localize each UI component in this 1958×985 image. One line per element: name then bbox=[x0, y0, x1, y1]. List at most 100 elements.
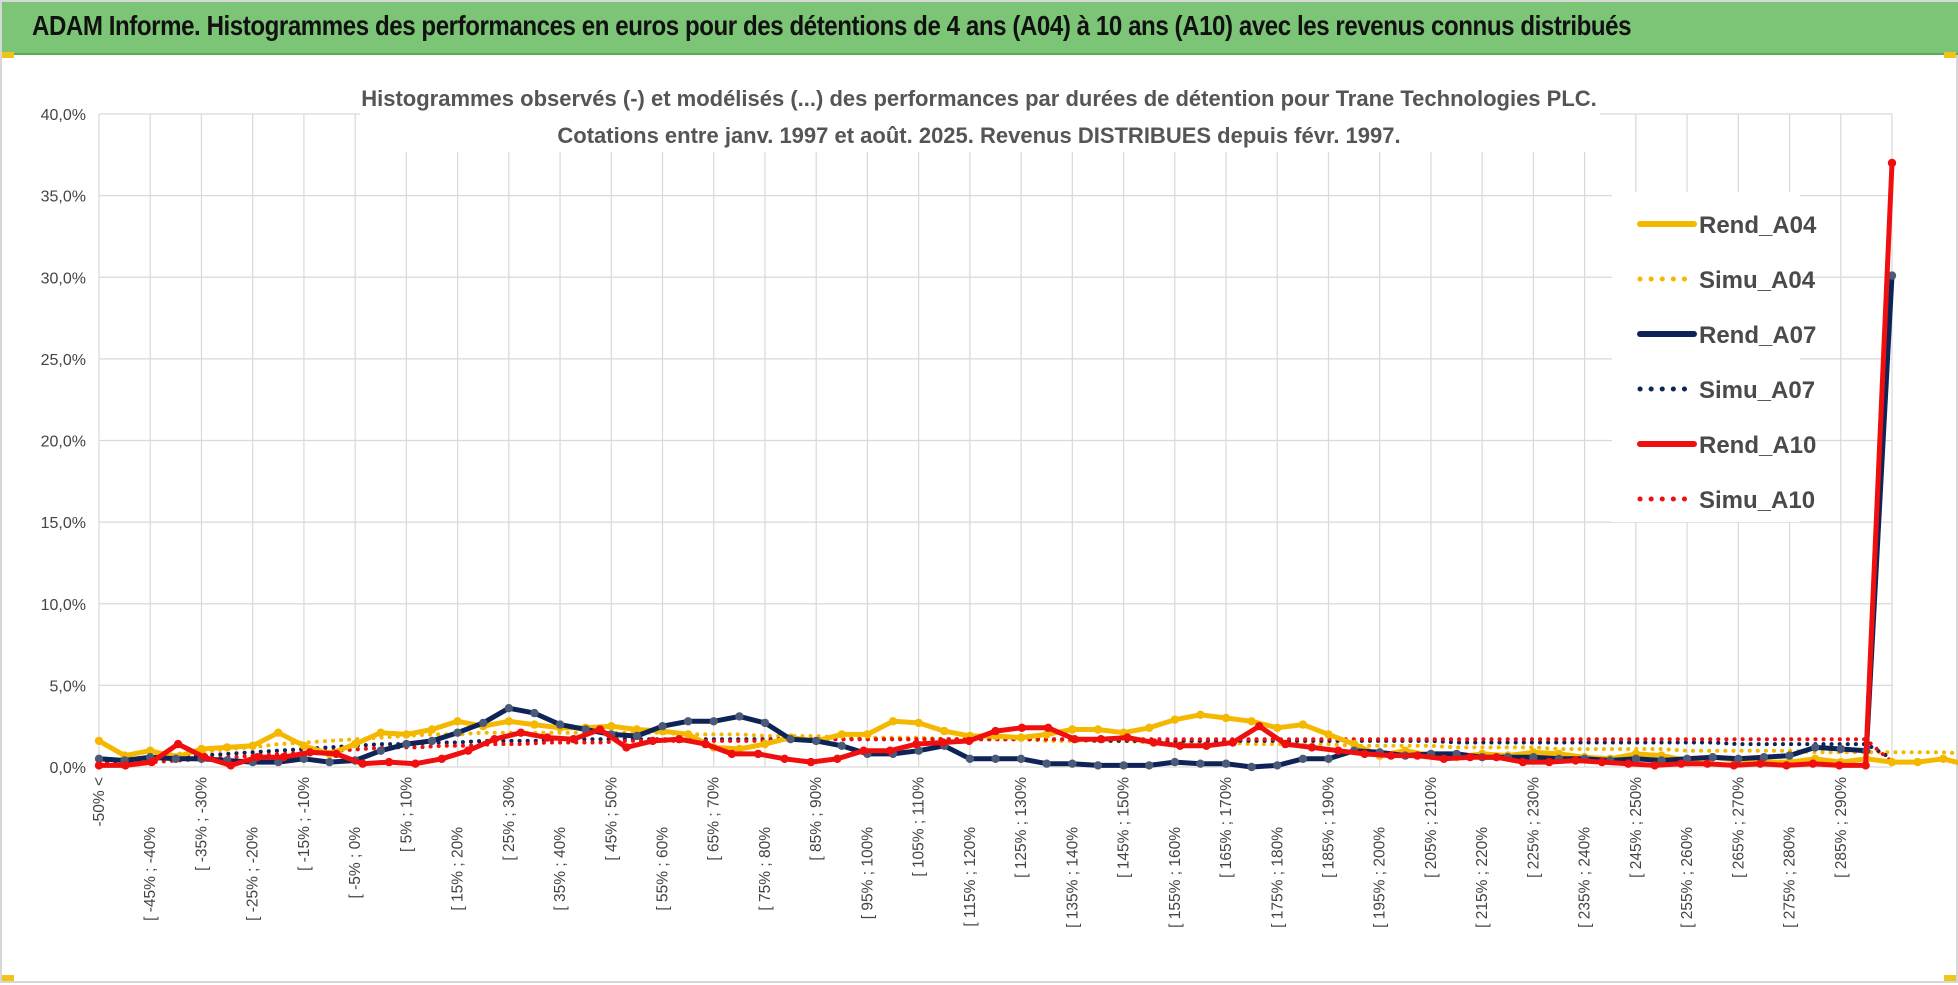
data-point bbox=[274, 757, 283, 767]
data-point bbox=[1170, 715, 1180, 724]
x-tick-label: [ 95% ; 100% bbox=[859, 827, 876, 919]
data-point bbox=[222, 743, 232, 752]
x-tick-label: [ 75% ; 80% bbox=[757, 827, 774, 911]
data-point bbox=[1281, 739, 1290, 749]
legend-label: Rend_A07 bbox=[1699, 322, 1816, 349]
data-point bbox=[1650, 761, 1659, 770]
data-point bbox=[595, 725, 605, 734]
data-point bbox=[147, 757, 156, 767]
y-tick-label: 20,0% bbox=[41, 434, 86, 451]
data-point bbox=[490, 735, 499, 744]
series-line-simu-a04 bbox=[97, 730, 1958, 763]
data-point bbox=[569, 735, 578, 744]
data-point bbox=[632, 725, 642, 734]
data-point bbox=[1273, 761, 1282, 770]
data-point bbox=[1123, 733, 1132, 742]
data-point bbox=[1247, 762, 1256, 772]
data-point bbox=[683, 730, 693, 739]
data-point bbox=[1170, 757, 1180, 767]
y-tick-label: 40,0% bbox=[41, 107, 86, 124]
data-point bbox=[940, 726, 949, 736]
data-point bbox=[1439, 754, 1449, 763]
data-point bbox=[1255, 722, 1264, 731]
data-point bbox=[914, 746, 923, 755]
data-point bbox=[530, 708, 539, 718]
data-point bbox=[94, 736, 104, 746]
data-point bbox=[1631, 754, 1641, 763]
corner-accent bbox=[1944, 975, 1956, 981]
data-point bbox=[863, 730, 872, 739]
x-tick-label: [ 125% ; 130% bbox=[1013, 777, 1030, 878]
data-point bbox=[1119, 761, 1128, 770]
data-point bbox=[94, 754, 104, 763]
data-point bbox=[760, 739, 770, 749]
data-point bbox=[171, 754, 180, 763]
data-point bbox=[837, 730, 846, 739]
data-point bbox=[1887, 757, 1897, 767]
x-tick-label: [ 245% ; 250% bbox=[1628, 777, 1645, 878]
data-point bbox=[504, 704, 513, 713]
data-point bbox=[1196, 710, 1205, 719]
x-tick-label: [ 145% ; 150% bbox=[1116, 777, 1133, 878]
data-point bbox=[299, 741, 309, 750]
data-point bbox=[1145, 723, 1154, 732]
data-point bbox=[1386, 751, 1396, 760]
x-tick-label: [ 85% ; 90% bbox=[808, 777, 825, 861]
data-point bbox=[1785, 751, 1794, 760]
data-point bbox=[200, 753, 209, 762]
data-point bbox=[1221, 759, 1231, 768]
data-point bbox=[121, 761, 130, 770]
x-tick-label: [ 285% ; 290% bbox=[1833, 777, 1850, 878]
x-tick-label: [ -5% ; 0% bbox=[347, 827, 364, 899]
data-point bbox=[837, 741, 846, 750]
data-point bbox=[1756, 759, 1765, 768]
data-point bbox=[1759, 753, 1769, 762]
y-tick-label: 25,0% bbox=[41, 352, 86, 369]
data-point bbox=[543, 733, 552, 742]
data-point bbox=[1017, 723, 1027, 732]
x-tick-label: [ 45% ; 50% bbox=[603, 777, 620, 861]
data-point bbox=[1518, 757, 1528, 767]
data-point bbox=[806, 757, 816, 767]
data-point bbox=[1492, 753, 1501, 762]
data-point bbox=[402, 739, 411, 749]
data-point bbox=[279, 753, 288, 762]
x-tick-label: [ 35% ; 40% bbox=[552, 827, 569, 911]
data-point bbox=[658, 722, 667, 731]
y-tick-label: 5,0% bbox=[50, 678, 86, 695]
data-point bbox=[248, 741, 257, 750]
data-point bbox=[885, 746, 895, 755]
data-point bbox=[376, 746, 385, 755]
x-tick-label: [ 265% ; 270% bbox=[1730, 777, 1747, 878]
x-tick-label: [ 105% ; 110% bbox=[911, 777, 928, 877]
x-tick-label: [ 215% ; 220% bbox=[1474, 827, 1491, 928]
data-point bbox=[1413, 751, 1422, 760]
x-tick-label: [ -45% ; -40% bbox=[142, 827, 159, 921]
data-point bbox=[1247, 717, 1256, 726]
data-point bbox=[1808, 759, 1818, 768]
data-point bbox=[1298, 754, 1308, 763]
data-point bbox=[1571, 756, 1580, 765]
data-point bbox=[674, 735, 684, 744]
corner-accent bbox=[2, 975, 14, 981]
x-tick-label: [ -25% ; -20% bbox=[245, 827, 262, 921]
data-point bbox=[1070, 735, 1079, 744]
data-point bbox=[1529, 753, 1538, 762]
data-point bbox=[632, 731, 642, 741]
data-point bbox=[760, 718, 770, 728]
data-point bbox=[1545, 757, 1554, 767]
data-point bbox=[376, 728, 385, 737]
data-point bbox=[253, 753, 262, 762]
data-point bbox=[1096, 735, 1106, 744]
data-point bbox=[648, 736, 657, 746]
x-tick-label: [ 25% ; 30% bbox=[501, 777, 518, 861]
data-point bbox=[384, 757, 394, 767]
data-point bbox=[427, 725, 437, 734]
data-point bbox=[530, 720, 539, 729]
data-point bbox=[1939, 754, 1948, 763]
data-point bbox=[1734, 754, 1743, 763]
report-banner: ADAM Informe. Histogrammes des performan… bbox=[2, 2, 1958, 55]
data-point bbox=[1273, 723, 1282, 732]
